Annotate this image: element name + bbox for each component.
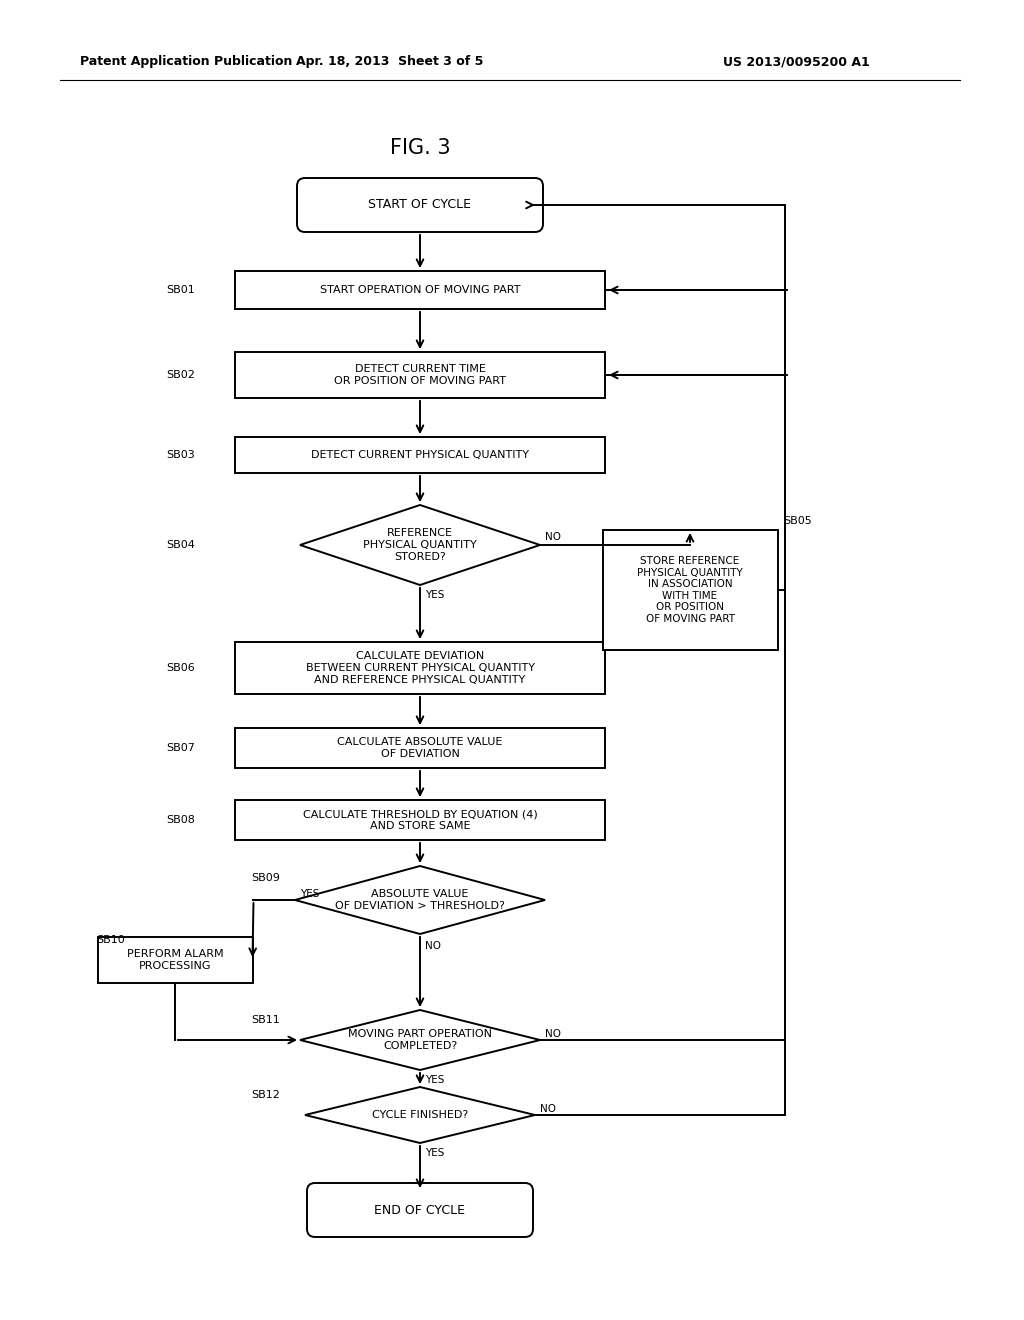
Text: SB04: SB04 (166, 540, 195, 550)
Polygon shape (295, 866, 545, 935)
Text: DETECT CURRENT TIME
OR POSITION OF MOVING PART: DETECT CURRENT TIME OR POSITION OF MOVIN… (334, 364, 506, 385)
Text: SB10: SB10 (96, 935, 125, 945)
Text: SB12: SB12 (251, 1090, 280, 1100)
FancyBboxPatch shape (297, 178, 543, 232)
Polygon shape (305, 1086, 535, 1143)
Text: YES: YES (425, 590, 444, 601)
Bar (602, 531, 777, 649)
Text: YES: YES (425, 1148, 444, 1158)
Text: START OPERATION OF MOVING PART: START OPERATION OF MOVING PART (319, 285, 520, 294)
Text: SB11: SB11 (251, 1015, 280, 1026)
Bar (234, 271, 605, 309)
Text: END OF CYCLE: END OF CYCLE (375, 1204, 466, 1217)
Polygon shape (300, 506, 540, 585)
Text: PERFORM ALARM
PROCESSING: PERFORM ALARM PROCESSING (127, 949, 223, 970)
Text: START OF CYCLE: START OF CYCLE (369, 198, 471, 211)
Bar (234, 437, 605, 473)
Bar (234, 800, 605, 840)
Text: FIG. 3: FIG. 3 (390, 139, 451, 158)
Text: YES: YES (425, 1074, 444, 1085)
Text: SB01: SB01 (166, 285, 195, 294)
Text: CYCLE FINISHED?: CYCLE FINISHED? (372, 1110, 468, 1119)
Bar (234, 352, 605, 399)
Text: CALCULATE DEVIATION
BETWEEN CURRENT PHYSICAL QUANTITY
AND REFERENCE PHYSICAL QUA: CALCULATE DEVIATION BETWEEN CURRENT PHYS… (305, 651, 535, 685)
Bar (97, 937, 253, 983)
Text: REFERENCE
PHYSICAL QUANTITY
STORED?: REFERENCE PHYSICAL QUANTITY STORED? (364, 528, 477, 561)
Text: NO: NO (545, 1030, 561, 1039)
Text: SB02: SB02 (166, 370, 195, 380)
Text: Apr. 18, 2013  Sheet 3 of 5: Apr. 18, 2013 Sheet 3 of 5 (296, 55, 483, 69)
Text: SB05: SB05 (783, 516, 812, 525)
Text: Patent Application Publication: Patent Application Publication (80, 55, 293, 69)
Text: CALCULATE ABSOLUTE VALUE
OF DEVIATION: CALCULATE ABSOLUTE VALUE OF DEVIATION (337, 737, 503, 759)
Text: NO: NO (545, 532, 561, 543)
Text: STORE REFERENCE
PHYSICAL QUANTITY
IN ASSOCIATION
WITH TIME
OR POSITION
OF MOVING: STORE REFERENCE PHYSICAL QUANTITY IN ASS… (637, 556, 742, 624)
Text: NO: NO (540, 1104, 556, 1114)
Text: SB03: SB03 (166, 450, 195, 459)
Polygon shape (300, 1010, 540, 1071)
FancyBboxPatch shape (307, 1183, 534, 1237)
Text: NO: NO (425, 941, 441, 950)
Text: SB06: SB06 (166, 663, 195, 673)
Text: DETECT CURRENT PHYSICAL QUANTITY: DETECT CURRENT PHYSICAL QUANTITY (311, 450, 529, 459)
Bar (234, 729, 605, 768)
Bar (234, 642, 605, 694)
Text: US 2013/0095200 A1: US 2013/0095200 A1 (723, 55, 870, 69)
Text: SB07: SB07 (166, 743, 195, 752)
Text: CALCULATE THRESHOLD BY EQUATION (4)
AND STORE SAME: CALCULATE THRESHOLD BY EQUATION (4) AND … (303, 809, 538, 830)
Text: YES: YES (300, 888, 319, 899)
Text: ABSOLUTE VALUE
OF DEVIATION > THRESHOLD?: ABSOLUTE VALUE OF DEVIATION > THRESHOLD? (335, 890, 505, 911)
Text: SB08: SB08 (166, 814, 195, 825)
Text: MOVING PART OPERATION
COMPLETED?: MOVING PART OPERATION COMPLETED? (348, 1030, 492, 1051)
Text: SB09: SB09 (251, 873, 280, 883)
